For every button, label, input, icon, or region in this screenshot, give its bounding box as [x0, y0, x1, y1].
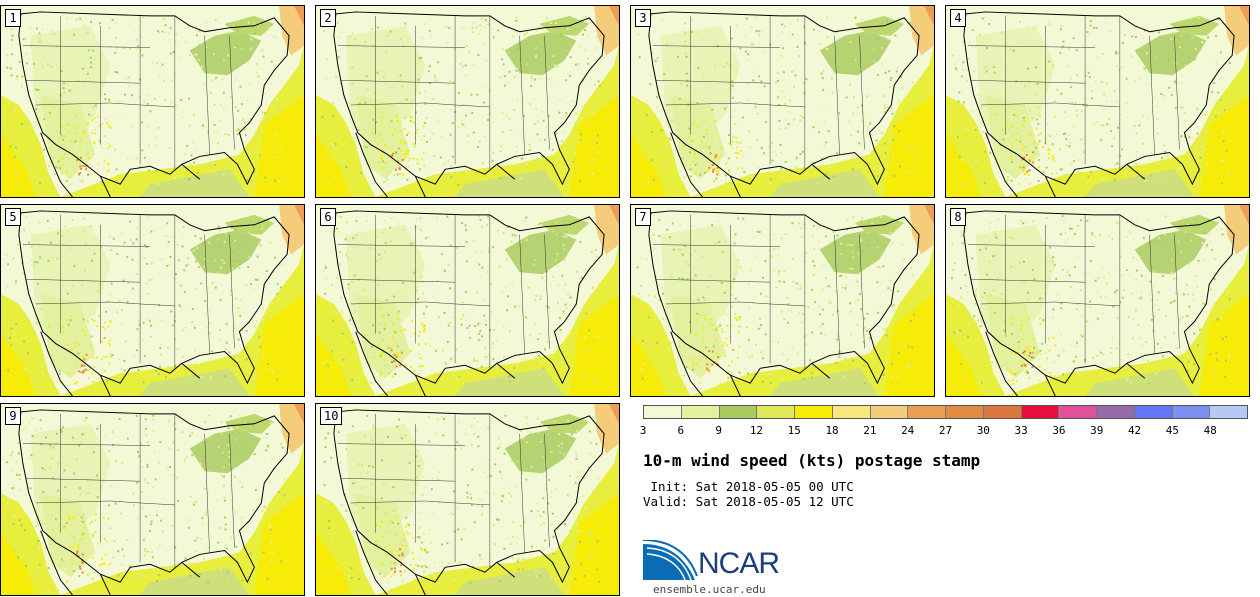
colorbar-tick-label: 24 [901, 424, 915, 437]
colorbar-swatch [757, 406, 795, 418]
colorbar-tick-label: 9 [715, 424, 722, 437]
member-panel-5: 5 [0, 204, 305, 397]
member-label: 9 [5, 407, 21, 425]
colorbar-tick-label: 42 [1127, 424, 1142, 437]
colorbar-tick-label: 12 [749, 424, 764, 437]
member-panel-2: 2 [315, 5, 620, 198]
colorbar-tick-label: 30 [976, 424, 990, 437]
member-label: 6 [320, 208, 336, 226]
member-label: 7 [635, 208, 651, 226]
member-panel-8: 8 [945, 204, 1250, 397]
colorbar-tick-label: 3 [639, 424, 647, 437]
colorbar-tick-label: 18 [825, 424, 839, 437]
colorbar-tick-label: 36 [1052, 424, 1066, 437]
colorbar-tick-label: 27 [938, 424, 953, 437]
colorbar-swatch [1210, 406, 1247, 418]
logo-wordmark: NCAR [698, 547, 780, 580]
colorbar-swatch [1059, 406, 1097, 418]
colorbar-swatch [1097, 406, 1135, 418]
colorbar-tick-label: 21 [863, 424, 877, 437]
colorbar-swatch [1134, 406, 1173, 418]
colorbar-tick-label: 48 [1203, 424, 1217, 437]
colorbar-tick-label: 39 [1090, 424, 1104, 437]
colorbar-swatch [832, 406, 871, 418]
member-panel-3: 3 [630, 5, 935, 198]
chart-title: 10-m wind speed (kts) postage stamp [643, 451, 981, 470]
member-label: 4 [950, 9, 966, 27]
colorbar-tick-label: 45 [1165, 424, 1179, 437]
ncar-logo-icon [643, 540, 698, 581]
colorbar-swatch [1172, 406, 1211, 418]
member-label: 3 [635, 9, 651, 27]
member-panel-1: 1 [0, 5, 305, 198]
colorbar [643, 405, 1248, 419]
member-label: 8 [950, 208, 966, 226]
member-panel-10: 10 [315, 403, 620, 596]
member-label: 1 [5, 9, 21, 27]
logo-url: ensemble.ucar.edu [653, 583, 766, 596]
colorbar-swatch [644, 406, 682, 418]
colorbar-tick-label: 15 [787, 424, 801, 437]
colorbar-swatch [946, 406, 984, 418]
member-label: 10 [320, 407, 343, 425]
member-panel-4: 4 [945, 5, 1250, 198]
colorbar-swatch [870, 406, 909, 418]
colorbar-swatch [795, 406, 833, 418]
colorbar-swatch [719, 406, 758, 418]
member-panel-6: 6 [315, 204, 620, 397]
colorbar-tick-labels: 3 6 9 12 15 18 21 24 27 30 33 36 39 42 45 48 [639, 424, 1248, 438]
member-panel-9: 9 [0, 403, 305, 596]
init-time: Init: Sat 2018-05-05 00 UTC [643, 479, 854, 494]
member-label: 2 [320, 9, 336, 27]
colorbar-tick-label: 33 [1014, 424, 1028, 437]
colorbar-tick-label: 6 [677, 424, 685, 437]
colorbar-swatch [908, 406, 946, 418]
valid-time: Valid: Sat 2018-05-05 12 UTC [643, 494, 854, 509]
colorbar-swatch [1021, 406, 1060, 418]
colorbar-swatch [983, 406, 1022, 418]
colorbar-swatch [681, 406, 720, 418]
member-panel-7: 7 [630, 204, 935, 397]
member-label: 5 [5, 208, 21, 226]
